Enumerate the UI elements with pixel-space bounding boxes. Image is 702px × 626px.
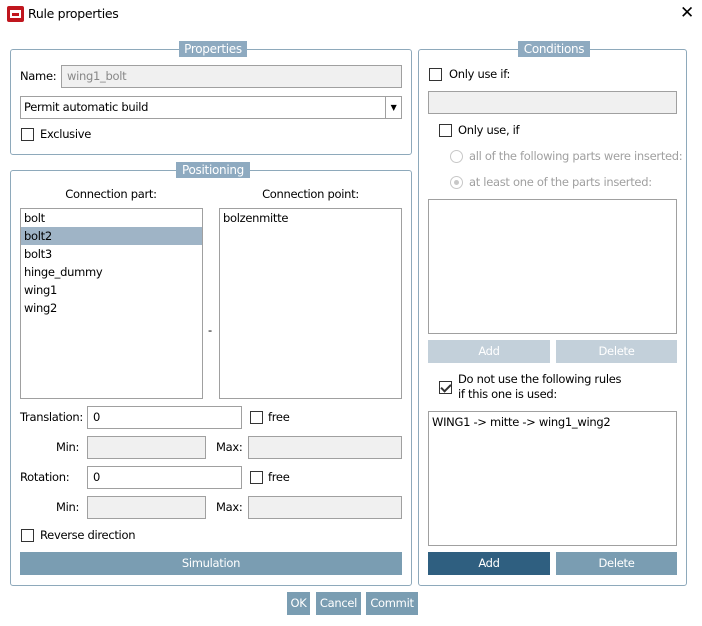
positioning-legend: Positioning <box>176 162 250 178</box>
excluded-rules-list[interactable]: WING1 -> mitte -> wing1_wing2 <box>428 411 677 546</box>
chevron-down-icon[interactable]: ▼ <box>385 97 401 118</box>
translation-free-label: free <box>268 410 290 424</box>
name-field[interactable]: wing1_bolt <box>61 65 402 88</box>
rotation-max-label: Max: <box>216 500 243 514</box>
commit-button[interactable]: Commit <box>366 592 418 615</box>
radio-all-parts-label: all of the following parts were inserted… <box>469 149 683 163</box>
cancel-button[interactable]: Cancel <box>316 592 361 615</box>
radio-any-part[interactable] <box>450 176 463 189</box>
translation-min-label: Min: <box>56 440 80 454</box>
connection-part-list[interactable]: bolt bolt2 bolt3 hinge_dummy wing1 wing2 <box>20 208 203 399</box>
translation-max-field[interactable] <box>248 436 402 459</box>
translation-max-label: Max: <box>216 440 243 454</box>
rotation-free-checkbox[interactable] <box>250 471 263 484</box>
exclusive-label: Exclusive <box>40 127 92 141</box>
simulation-button[interactable]: Simulation <box>20 552 402 575</box>
list-item[interactable]: wing1 <box>24 283 58 297</box>
list-item[interactable]: WING1 -> mitte -> wing1_wing2 <box>432 415 611 429</box>
connection-point-list[interactable]: bolzenmitte <box>219 208 402 399</box>
rotation-min-field[interactable] <box>87 496 206 519</box>
parts-list[interactable] <box>428 199 677 334</box>
list-item-selected[interactable]: bolt2 <box>21 227 202 245</box>
delete-part-button[interactable]: Delete <box>556 340 677 363</box>
rotation-label: Rotation: <box>20 470 70 484</box>
exclude-rules-checkbox[interactable] <box>439 381 452 394</box>
list-item[interactable]: wing2 <box>24 301 58 315</box>
list-item[interactable]: bolzenmitte <box>223 211 289 225</box>
translation-free-checkbox[interactable] <box>250 411 263 424</box>
only-use-if-field[interactable] <box>428 91 677 114</box>
reverse-direction-checkbox[interactable] <box>21 529 34 542</box>
ok-button[interactable]: OK <box>287 592 310 615</box>
list-item[interactable]: hinge_dummy <box>24 265 103 279</box>
connection-part-label: Connection part: <box>65 187 157 201</box>
only-use-if-parts-checkbox[interactable] <box>439 124 452 137</box>
conditions-legend: Conditions <box>518 41 590 57</box>
add-rule-button[interactable]: Add <box>428 552 550 575</box>
connection-point-label: Connection point: <box>262 187 359 201</box>
only-use-if-checkbox[interactable] <box>429 68 442 81</box>
build-select-value: Permit automatic build <box>24 100 149 114</box>
radio-any-part-label: at least one of the parts inserted: <box>469 175 652 189</box>
exclusive-checkbox[interactable] <box>21 128 34 141</box>
window-title: Rule properties <box>28 6 119 21</box>
rotation-min-label: Min: <box>56 500 80 514</box>
properties-legend: Properties <box>179 41 247 57</box>
delete-rule-button[interactable]: Delete <box>556 552 677 575</box>
translation-min-field[interactable] <box>87 436 206 459</box>
translation-field[interactable]: 0 <box>87 406 242 429</box>
exclude-rules-label-1: Do not use the following rules <box>458 372 622 386</box>
only-use-if-parts-label: Only use, if <box>458 123 520 137</box>
separator: - <box>208 323 212 337</box>
rotation-field[interactable]: 0 <box>87 466 242 489</box>
add-part-button[interactable]: Add <box>428 340 550 363</box>
exclude-rules-label-2: if this one is used: <box>458 387 557 401</box>
list-item[interactable]: bolt <box>24 211 45 225</box>
list-item[interactable]: bolt3 <box>24 247 52 261</box>
translation-label: Translation: <box>20 410 83 424</box>
rotation-max-field[interactable] <box>248 496 402 519</box>
build-select[interactable]: Permit automatic build ▼ <box>20 96 402 119</box>
app-icon <box>7 6 24 22</box>
name-label: Name: <box>20 69 57 83</box>
only-use-if-label: Only use if: <box>449 67 511 81</box>
close-icon[interactable]: ✕ <box>680 3 694 23</box>
rotation-free-label: free <box>268 470 290 484</box>
radio-all-parts[interactable] <box>450 150 463 163</box>
reverse-direction-label: Reverse direction <box>40 528 136 542</box>
